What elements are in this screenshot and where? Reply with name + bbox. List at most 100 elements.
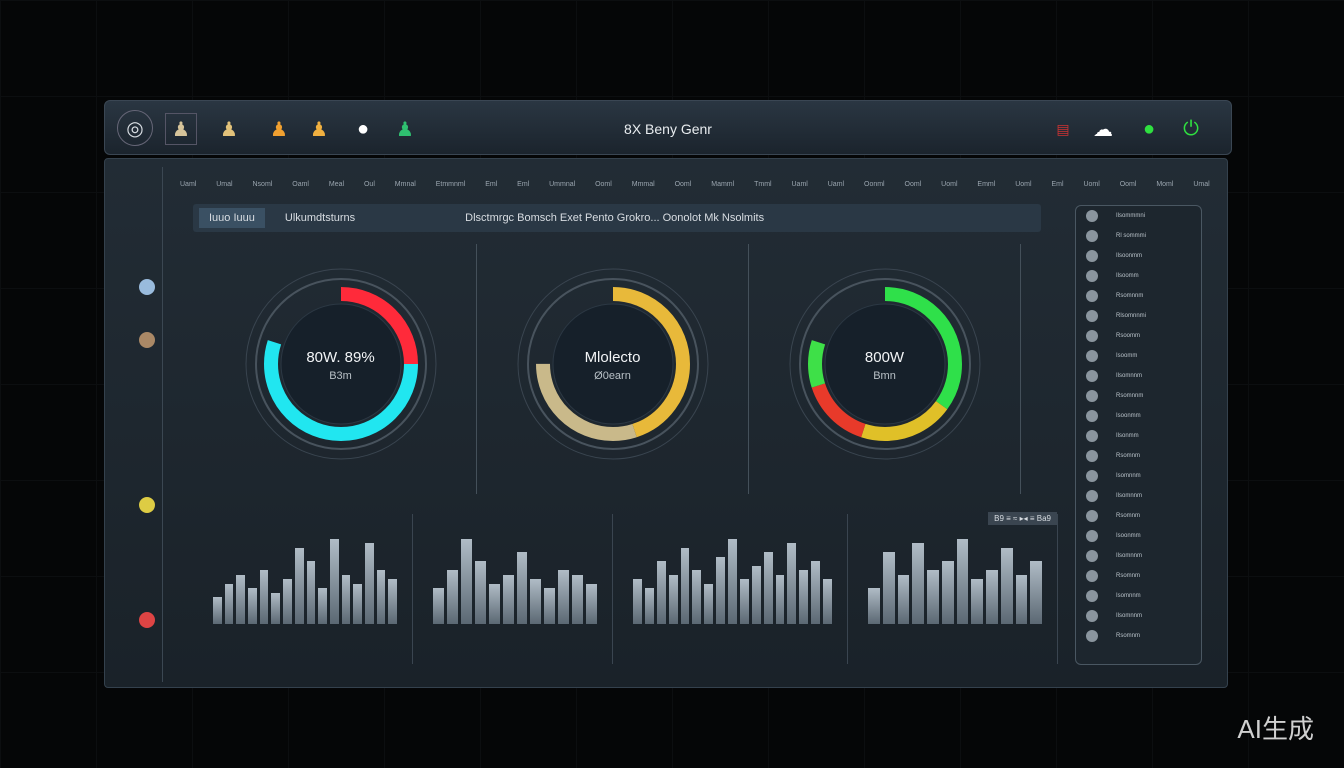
knob-icon — [1086, 570, 1098, 582]
column-header: Etmmnml — [435, 181, 466, 188]
bar — [318, 588, 327, 624]
knob-icon — [1086, 550, 1098, 562]
bar — [1015, 574, 1028, 624]
rail-icon[interactable] — [139, 497, 155, 513]
gauge-segment — [264, 287, 418, 441]
bar — [376, 570, 386, 624]
column-header: Emml — [977, 181, 996, 188]
rail-icon[interactable] — [139, 332, 155, 348]
bar — [433, 588, 444, 624]
list-item-label: Ilsomnnm — [1116, 613, 1143, 619]
list-item[interactable]: Rsomnm — [1076, 626, 1201, 646]
bar — [213, 597, 222, 624]
list-item[interactable]: Rsoomm — [1076, 326, 1201, 346]
list-item[interactable]: Isoonmm — [1076, 406, 1201, 426]
column-header: Umal — [1193, 181, 1210, 188]
bar — [692, 570, 702, 624]
bar — [912, 543, 924, 624]
list-item[interactable]: Ilsoomm — [1076, 266, 1201, 286]
bar — [388, 579, 397, 624]
list-item[interactable]: Isoonmm — [1076, 526, 1201, 546]
bar — [283, 579, 292, 624]
user-icon[interactable]: ● — [356, 117, 370, 140]
list-item[interactable]: Ilsommmni — [1076, 206, 1201, 226]
list-item-label: Rsomnm — [1116, 513, 1141, 519]
column-header: Oonml — [864, 181, 885, 188]
gauge-segment — [808, 287, 962, 441]
dashboard-panel: Uaml Umal Nsoml Oaml Meal Oul Mmnal Etmmnml Eml E… — [104, 158, 1228, 688]
list-item[interactable]: Ilsomnnm — [1076, 366, 1201, 386]
list-item[interactable]: Ilsonmm — [1076, 426, 1201, 446]
list-item[interactable]: Rsomnm — [1076, 566, 1201, 586]
user-icon[interactable]: ♟ — [220, 118, 238, 141]
knob-icon — [1086, 590, 1098, 602]
user-icon[interactable]: ♟ — [165, 113, 197, 145]
user-green-icon[interactable]: ♟ — [396, 118, 414, 141]
column-header: Eml — [485, 181, 498, 188]
bar — [716, 556, 725, 624]
column-header: Eml — [1051, 181, 1064, 188]
bar — [329, 538, 339, 624]
rail-icon[interactable] — [139, 612, 155, 628]
list-item[interactable]: Rlsomnnmi — [1076, 306, 1201, 326]
list-item[interactable]: Rl sommmi — [1076, 226, 1201, 246]
users-icon[interactable]: ♟ — [310, 118, 328, 141]
column-header: Mmnal — [394, 181, 416, 188]
list-item[interactable]: Ilsoonmm — [1076, 246, 1201, 266]
list-item-label: Ilsomnnm — [1116, 493, 1143, 499]
power-icon[interactable]: ⏻ — [1183, 117, 1199, 140]
list-item[interactable]: Ilsomnnm — [1076, 606, 1201, 626]
rail-icon[interactable] — [139, 279, 155, 295]
list-item[interactable]: Isomnnm — [1076, 586, 1201, 606]
column-header: Uaml — [180, 181, 197, 188]
cloud-icon[interactable]: ☁ — [1093, 118, 1113, 141]
knob-icon — [1086, 250, 1098, 262]
status-green-icon[interactable]: ● — [1142, 117, 1156, 140]
list-item[interactable]: Rsomnm — [1076, 446, 1201, 466]
gauge-sub: Bmn — [873, 370, 896, 382]
battery-icon[interactable]: ▤ — [1056, 120, 1070, 137]
left-rail — [113, 167, 163, 682]
bar — [446, 570, 458, 624]
column-header: Mmmal — [631, 181, 655, 188]
bar-chart-panel — [613, 514, 848, 664]
list-item-label: Rsoomm — [1116, 333, 1141, 339]
knob-icon — [1086, 390, 1098, 402]
list-item[interactable]: Ilsomnnm — [1076, 546, 1201, 566]
list-item[interactable]: Rsomnnm — [1076, 386, 1201, 406]
section-header: Iuuo Iuuu Ulkumdtsturns Dlsctmrgc Bomsch… — [193, 204, 1041, 232]
bar — [775, 574, 785, 624]
list-item-label: Rl sommmi — [1116, 233, 1146, 239]
gauge-segment — [536, 287, 690, 441]
bar — [739, 579, 749, 624]
logo-icon[interactable]: ◎ — [117, 110, 153, 146]
knob-icon — [1086, 370, 1098, 382]
column-header: Oul — [363, 181, 375, 188]
gauge-value: 80W. 89% — [306, 349, 375, 366]
column-header: Mamml — [711, 181, 735, 188]
gauge-sub: Ø0earn — [594, 370, 631, 382]
list-item[interactable]: Isoomm — [1076, 346, 1201, 366]
gauge-segment — [264, 287, 418, 441]
list-item-label: Isomnnm — [1116, 473, 1141, 479]
list-item[interactable]: Isomnnm — [1076, 466, 1201, 486]
column-header: Uoml — [1015, 181, 1032, 188]
column-headers: Uaml Umal Nsoml Oaml Meal Oul Mmnal Etmmnml Eml E… — [180, 181, 1210, 188]
bar — [341, 574, 351, 624]
list-item-label: Rlsomnnmi — [1116, 313, 1147, 319]
column-header: Eml — [517, 181, 530, 188]
knob-icon — [1086, 270, 1098, 282]
user-icon[interactable]: ♟ — [270, 118, 288, 141]
bar — [811, 561, 820, 624]
knob-icon — [1086, 490, 1098, 502]
bar — [530, 579, 542, 624]
bar — [668, 574, 678, 624]
section-tag[interactable]: Iuuo Iuuu — [199, 208, 265, 228]
list-item[interactable]: Ilsomnnm — [1076, 486, 1201, 506]
list-item-label: Isoonmm — [1116, 413, 1141, 419]
list-item[interactable]: Rsomnm — [1076, 506, 1201, 526]
bar — [941, 561, 954, 624]
bar — [751, 565, 761, 624]
column-header: Uaml — [827, 181, 845, 188]
list-item[interactable]: Rsomnnm — [1076, 286, 1201, 306]
